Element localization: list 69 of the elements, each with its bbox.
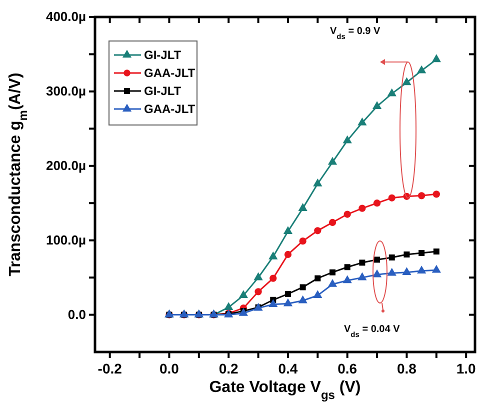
point	[254, 288, 262, 296]
point	[342, 135, 352, 144]
legend-label: GAA-JLT	[144, 66, 196, 80]
point	[358, 272, 367, 280]
point	[344, 264, 350, 270]
point	[284, 290, 291, 297]
point	[283, 226, 293, 234]
point	[344, 210, 351, 218]
legend-label: GI-JLT	[144, 84, 182, 98]
x-tick-label: 0.8	[396, 360, 417, 377]
point	[313, 290, 322, 298]
point	[373, 200, 381, 207]
point	[418, 250, 425, 256]
legend-label: GI-JLT	[144, 48, 182, 62]
point	[433, 248, 440, 254]
x-tick-label: 0.2	[218, 360, 239, 377]
point	[328, 218, 336, 226]
point	[372, 269, 382, 278]
point	[359, 260, 366, 266]
point	[328, 156, 338, 165]
point	[313, 178, 322, 186]
x-tick-label: 0.0	[159, 360, 180, 377]
y-tick-label: 400.0µ	[46, 9, 86, 24]
point	[300, 284, 306, 290]
point	[314, 227, 322, 234]
point	[374, 256, 380, 263]
point	[432, 190, 440, 198]
x-tick-label: 1.0	[456, 360, 476, 377]
point	[418, 192, 426, 200]
point	[268, 251, 278, 260]
point	[417, 266, 426, 274]
point	[388, 254, 395, 260]
point	[284, 250, 292, 258]
x-tick-label: 0.6	[338, 360, 358, 377]
x-axis-title: Gate Voltage V$_{gs}$ (V)	[209, 379, 361, 402]
y-tick-label: 0.0	[68, 306, 86, 322]
y-tick-label: 300.0µ	[46, 84, 86, 99]
point	[330, 269, 336, 276]
point	[432, 264, 441, 273]
point	[402, 77, 412, 86]
point	[328, 278, 338, 287]
y-tick-label: 100.0µ	[46, 232, 86, 248]
point	[299, 238, 306, 245]
point	[387, 88, 396, 96]
x-tick-label: 0.4	[278, 360, 298, 377]
point	[432, 54, 441, 62]
point	[358, 204, 366, 212]
point	[404, 251, 410, 258]
legend-label: GAA-JLT	[144, 102, 196, 116]
point	[417, 65, 426, 74]
point	[372, 101, 382, 109]
point	[254, 272, 263, 280]
point	[388, 194, 396, 202]
point	[358, 117, 367, 126]
point	[314, 275, 321, 282]
point	[402, 267, 412, 275]
point	[298, 295, 308, 304]
point	[270, 274, 277, 282]
point	[342, 275, 352, 284]
point	[283, 298, 293, 306]
y-tick-label: 200.0µ	[46, 158, 86, 174]
annotation: V$_{ds}$ = 0.9 V	[330, 26, 381, 40]
point	[238, 290, 248, 298]
annotation: V$_{ds}$ = 0.04 V	[344, 324, 400, 338]
point	[298, 203, 308, 211]
point	[268, 299, 278, 307]
point	[224, 302, 234, 310]
point	[387, 268, 396, 276]
x-tick-label: -0.2	[98, 360, 122, 377]
